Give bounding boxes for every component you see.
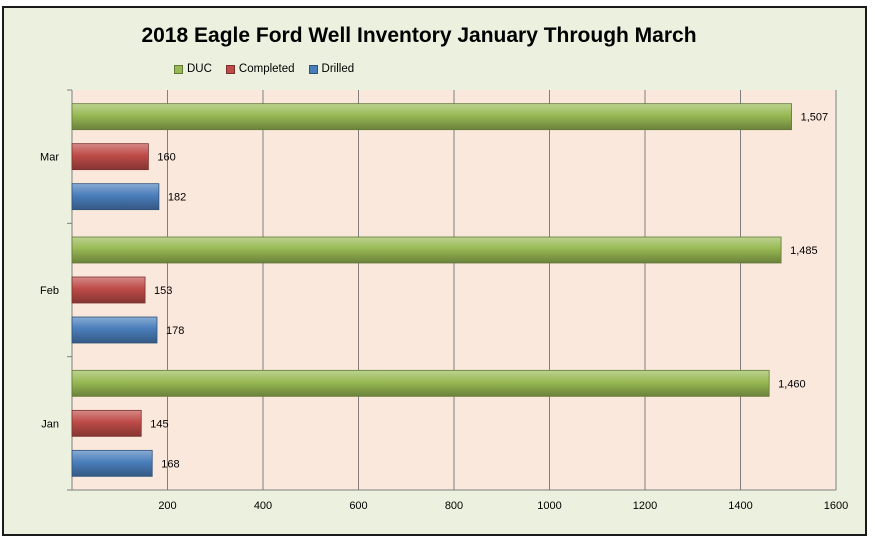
y-tick-label: Feb [40, 285, 59, 297]
data-label: 153 [154, 285, 172, 297]
bar-completed-feb [71, 276, 146, 304]
legend-item-completed: Completed [225, 63, 295, 75]
legend-label: Drilled [321, 63, 355, 75]
x-tick-label: 800 [445, 500, 463, 512]
data-label: 160 [157, 152, 175, 164]
bar-drilled-mar [71, 183, 160, 211]
bar-drilled-jan [71, 449, 153, 477]
bar-completed-jan [71, 409, 142, 437]
legend-item-drilled: Drilled [308, 63, 355, 75]
y-tick-label: Mar [40, 152, 59, 164]
legend-swatch [308, 64, 318, 74]
y-tick-label: Jan [41, 418, 59, 430]
bar-completed-mar [71, 143, 149, 171]
x-tick-label: 1400 [728, 500, 752, 512]
x-tick-label: 600 [349, 500, 367, 512]
data-label: 178 [166, 325, 184, 337]
data-label: 168 [161, 458, 179, 470]
data-label: 182 [168, 192, 186, 204]
legend: DUC Completed Drilled [174, 63, 354, 75]
legend-label: DUC [187, 63, 212, 75]
x-tick-label: 1600 [824, 500, 848, 512]
data-label: 1,460 [778, 378, 806, 390]
bar-duc-feb [71, 236, 782, 264]
legend-item-duc: DUC [174, 63, 212, 75]
bar-drilled-feb [71, 316, 158, 344]
chart-frame: 2018 Eagle Ford Well Inventory January T… [2, 6, 867, 536]
x-tick-label: 1200 [633, 500, 657, 512]
data-label: 1,507 [801, 112, 829, 124]
legend-swatch [174, 64, 183, 74]
x-tick-label: 200 [158, 500, 176, 512]
data-label: 145 [150, 418, 168, 430]
bar-duc-mar [71, 103, 792, 131]
data-label: 1,485 [790, 245, 818, 257]
bar-duc-jan [71, 369, 770, 397]
legend-swatch [225, 64, 235, 74]
x-tick-label: 1000 [537, 500, 561, 512]
chart-title: 2018 Eagle Ford Well Inventory January T… [141, 24, 697, 47]
legend-label: Completed [238, 63, 295, 75]
plot-area: 200 400 600 800 1000 1200 1400 1600 Jan 168 145 1,4… [40, 89, 848, 512]
x-tick-label: 400 [254, 500, 272, 512]
